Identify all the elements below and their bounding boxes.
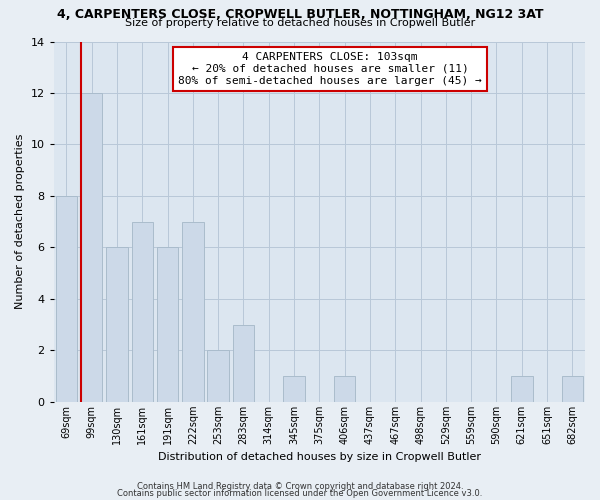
Y-axis label: Number of detached properties: Number of detached properties (15, 134, 25, 310)
Text: 4, CARPENTERS CLOSE, CROPWELL BUTLER, NOTTINGHAM, NG12 3AT: 4, CARPENTERS CLOSE, CROPWELL BUTLER, NO… (57, 8, 543, 20)
Bar (106, 248, 128, 402)
Text: Contains HM Land Registry data © Crown copyright and database right 2024.: Contains HM Land Registry data © Crown c… (137, 482, 463, 491)
Text: Contains public sector information licensed under the Open Government Licence v3: Contains public sector information licen… (118, 489, 482, 498)
Text: 4 CARPENTERS CLOSE: 103sqm
← 20% of detached houses are smaller (11)
80% of semi: 4 CARPENTERS CLOSE: 103sqm ← 20% of deta… (178, 52, 482, 86)
Bar (511, 376, 533, 402)
Bar (233, 324, 254, 402)
Bar (81, 93, 103, 402)
Bar (56, 196, 77, 402)
Bar (208, 350, 229, 402)
Bar (182, 222, 203, 402)
Bar (157, 248, 178, 402)
X-axis label: Distribution of detached houses by size in Cropwell Butler: Distribution of detached houses by size … (158, 452, 481, 462)
Bar (283, 376, 305, 402)
Text: Size of property relative to detached houses in Cropwell Butler: Size of property relative to detached ho… (125, 18, 475, 28)
Bar (562, 376, 583, 402)
Bar (131, 222, 153, 402)
Bar (334, 376, 355, 402)
